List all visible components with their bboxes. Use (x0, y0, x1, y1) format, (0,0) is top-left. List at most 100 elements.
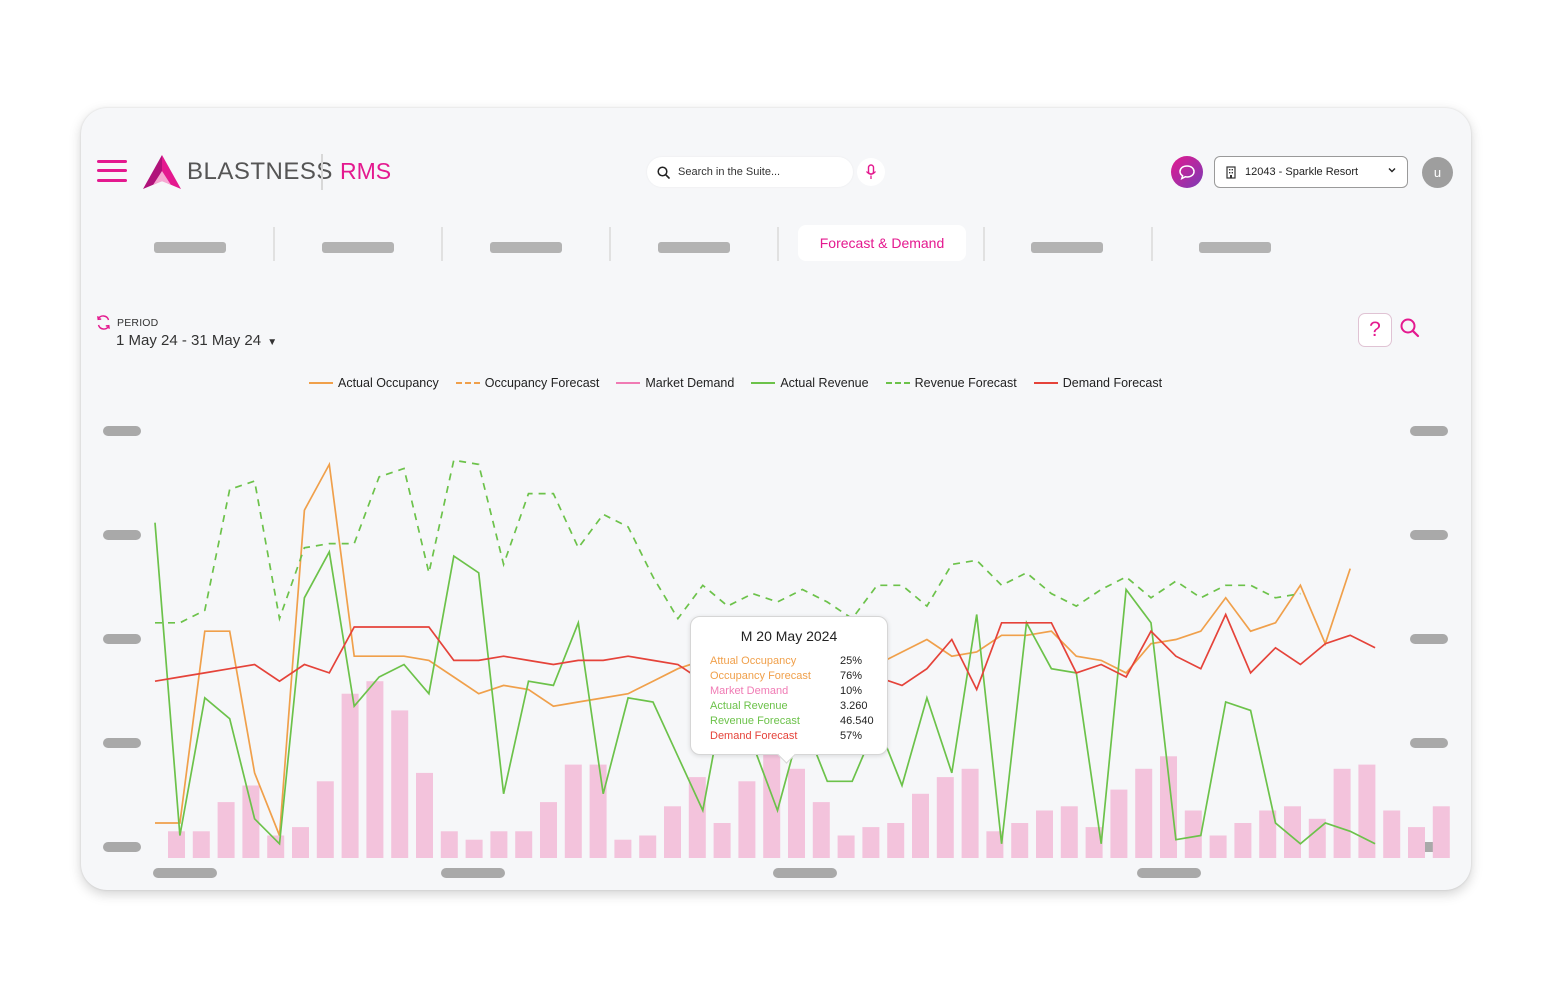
market-demand-bar[interactable] (1333, 768, 1351, 858)
market-demand-bar[interactable] (1408, 827, 1425, 858)
microphone-icon[interactable] (857, 158, 885, 186)
market-demand-bar[interactable] (1383, 810, 1401, 859)
market-demand-bar[interactable] (1011, 823, 1029, 858)
market-demand-bar[interactable] (416, 772, 433, 858)
market-demand-bar[interactable] (515, 831, 533, 858)
help-button[interactable]: ? (1358, 313, 1392, 347)
market-demand-bar[interactable] (614, 839, 632, 858)
tab-placeholder-5[interactable] (1031, 242, 1103, 253)
y2-tick-placeholder (1410, 634, 1448, 644)
market-demand-bar[interactable] (1110, 789, 1128, 858)
avatar[interactable]: u (1422, 157, 1453, 188)
market-demand-bar[interactable] (1308, 818, 1326, 858)
market-demand-bar[interactable] (738, 781, 756, 858)
menu-icon[interactable] (97, 158, 127, 184)
market-demand-bar[interactable] (639, 835, 657, 859)
market-demand-bar[interactable] (1432, 806, 1450, 858)
market-demand-bar[interactable] (1358, 764, 1376, 858)
forecast-demand-chart[interactable] (81, 108, 1471, 890)
property-selector[interactable]: 12043 - Sparkle Resort (1214, 156, 1408, 188)
market-demand-bar[interactable] (837, 835, 855, 859)
legend-swatch (751, 382, 776, 384)
market-demand-bar[interactable] (465, 839, 483, 858)
market-demand-bar[interactable] (961, 768, 979, 858)
market-demand-bar[interactable] (242, 785, 260, 859)
chart-legend: Actual Occupancy Occupancy Forecast Market… (309, 376, 1179, 390)
market-demand-bar[interactable] (713, 823, 731, 858)
market-demand-bar[interactable] (912, 793, 929, 858)
market-demand-bar[interactable] (589, 764, 607, 858)
chat-icon[interactable] (1171, 156, 1203, 188)
market-demand-bar[interactable] (1036, 810, 1053, 859)
tab-divider (983, 227, 985, 261)
search-box[interactable] (647, 157, 853, 187)
search-icon[interactable] (1399, 317, 1421, 339)
market-demand-bar[interactable] (490, 831, 508, 858)
market-demand-bar[interactable] (688, 777, 706, 858)
tab-divider (441, 227, 443, 261)
tab-forecast-demand[interactable]: Forecast & Demand (798, 225, 966, 261)
tooltip-value: 76% (840, 670, 863, 682)
market-demand-bar[interactable] (1135, 768, 1153, 858)
actual-revenue-line[interactable] (154, 522, 1376, 846)
property-name: 12043 - Sparkle Resort (1245, 166, 1359, 178)
market-demand-bar[interactable] (788, 768, 805, 858)
market-demand-bar[interactable] (1160, 756, 1177, 858)
chart-tooltip: M 20 May 2024 Attual Occupancy 25% Occupan… (690, 616, 888, 764)
period-selector[interactable]: 1 May 24 - 31 May 24 ▼ (116, 332, 277, 349)
market-demand-bar[interactable] (168, 831, 185, 858)
logo-mark-icon (143, 155, 181, 189)
tab-placeholder-2[interactable] (322, 242, 394, 253)
market-demand-bar[interactable] (1234, 823, 1252, 858)
revenue-forecast-line[interactable] (155, 459, 1301, 624)
legend-label: Actual Revenue (780, 376, 869, 390)
market-demand-bar[interactable] (292, 827, 309, 858)
market-demand-bar[interactable] (1259, 810, 1277, 859)
market-demand-bar[interactable] (986, 831, 1004, 858)
y-tick-placeholder (103, 634, 141, 644)
legend-item[interactable]: Actual Revenue (751, 376, 869, 390)
legend-item[interactable]: Occupancy Forecast (455, 376, 599, 390)
legend-item[interactable]: Actual Occupancy (309, 376, 439, 390)
market-demand-bar[interactable] (887, 823, 905, 858)
market-demand-bar[interactable] (812, 802, 830, 858)
building-icon (1226, 165, 1236, 179)
y-tick-placeholder (103, 738, 141, 748)
market-demand-bar[interactable] (1284, 806, 1301, 858)
x-tick-placeholder (441, 868, 505, 878)
refresh-icon[interactable] (95, 314, 112, 331)
market-demand-bar[interactable] (540, 802, 557, 858)
market-demand-bar[interactable] (316, 781, 334, 858)
market-demand-bar[interactable] (1184, 810, 1202, 859)
market-demand-bar[interactable] (1085, 827, 1103, 858)
market-demand-bar[interactable] (391, 710, 409, 858)
market-demand-bar[interactable] (341, 693, 359, 858)
tab-placeholder-3[interactable] (490, 242, 562, 253)
legend-label: Actual Occupancy (338, 376, 439, 390)
legend-item[interactable]: Market Demand (616, 376, 734, 390)
tooltip-value: 46.540 (840, 715, 874, 727)
period-value: 1 May 24 - 31 May 24 (116, 332, 262, 349)
tab-placeholder-6[interactable] (1199, 242, 1271, 253)
tab-placeholder-4[interactable] (658, 242, 730, 253)
market-demand-bar[interactable] (936, 777, 954, 858)
market-demand-bar[interactable] (440, 831, 458, 858)
tab-divider (1151, 227, 1153, 261)
market-demand-bar[interactable] (1060, 806, 1078, 858)
search-input[interactable] (676, 165, 840, 179)
tab-placeholder-1[interactable] (154, 242, 226, 253)
market-demand-bar[interactable] (763, 752, 781, 858)
tooltip-label: Market Demand (710, 685, 789, 697)
market-demand-bar[interactable] (564, 764, 582, 858)
market-demand-bar[interactable] (217, 802, 235, 858)
legend-item[interactable]: Revenue Forecast (885, 376, 1017, 390)
legend-item[interactable]: Demand Forecast (1033, 376, 1163, 390)
legend-label: Market Demand (645, 376, 735, 390)
caret-down-icon: ▼ (267, 337, 278, 348)
market-demand-bar[interactable] (366, 681, 384, 858)
market-demand-bar[interactable] (664, 806, 681, 858)
legend-label: Demand Forecast (1062, 376, 1163, 390)
market-demand-bar[interactable] (192, 831, 210, 858)
market-demand-bar[interactable] (862, 827, 880, 858)
market-demand-bar[interactable] (1209, 835, 1227, 859)
